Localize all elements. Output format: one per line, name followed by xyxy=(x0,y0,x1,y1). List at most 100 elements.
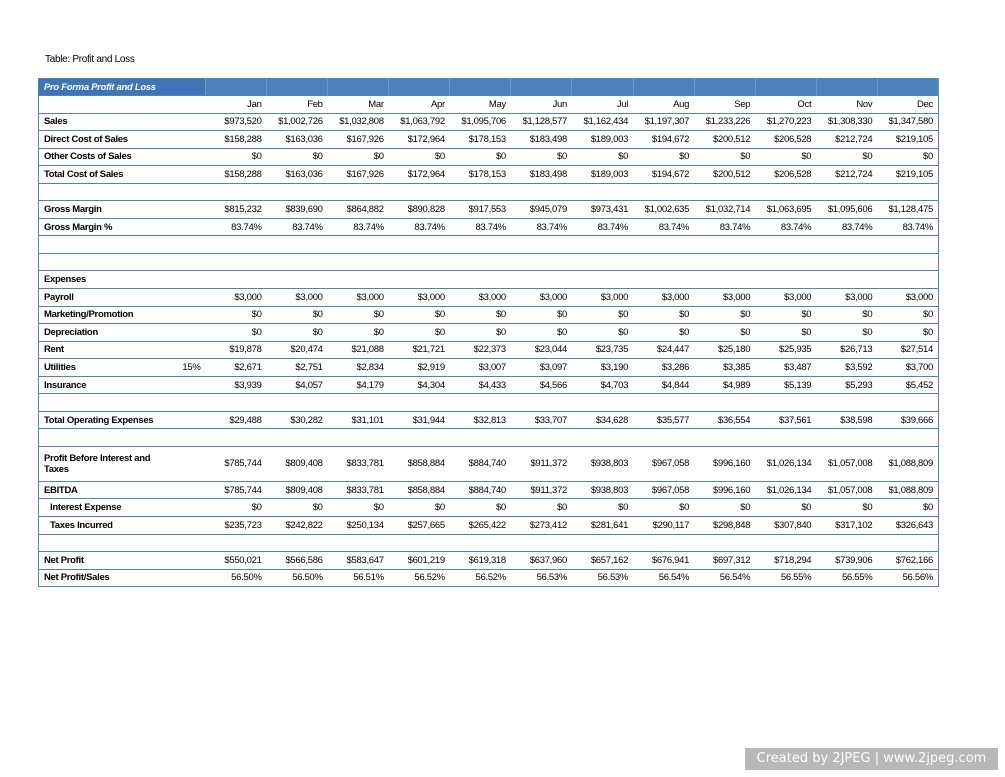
blank-cell xyxy=(168,551,206,570)
value-cell: $167,926 xyxy=(327,165,389,184)
value-cell: $0 xyxy=(266,306,328,325)
data-row: Gross Margin % 83.74% 83.74% 83.74% 83.74% 83… xyxy=(38,218,939,237)
rate-cell: 15% xyxy=(168,358,206,377)
value-cell: $189,003 xyxy=(571,130,634,149)
blank-cell xyxy=(38,428,939,447)
value-cell: $911,372 xyxy=(510,446,572,482)
row-label: Other Costs of Sales xyxy=(38,148,169,167)
blank-cell xyxy=(168,341,206,360)
value-cell: $1,095,606 xyxy=(816,200,878,219)
value-cell: $3,000 xyxy=(633,288,695,307)
table-title: Pro Forma Profit and Loss xyxy=(38,78,207,96)
header-cell xyxy=(571,78,634,96)
value-cell: $967,058 xyxy=(633,446,695,482)
blank-cell xyxy=(168,411,206,430)
value-cell: $566,586 xyxy=(266,551,328,570)
spacer-row xyxy=(38,253,939,272)
value-cell: $3,700 xyxy=(877,358,939,377)
value-cell: $0 xyxy=(388,306,450,325)
column-header: Jan xyxy=(205,95,267,114)
value-cell: $0 xyxy=(449,323,511,342)
value-cell: $34,628 xyxy=(571,411,634,430)
value-cell: $0 xyxy=(755,498,817,518)
value-cell: $583,647 xyxy=(327,551,389,570)
spacer-row xyxy=(38,183,939,202)
value-cell: $3,000 xyxy=(816,288,878,307)
blank-cell xyxy=(168,569,206,588)
column-header: Oct xyxy=(755,95,817,114)
value-cell: $550,021 xyxy=(205,551,267,570)
value-cell: $1,057,008 xyxy=(816,481,878,500)
data-row: Interest Expense $0 $0 $0 $0 $0 $0 $0 $0 $0 $0 $0 $0 xyxy=(38,498,939,518)
column-header: Feb xyxy=(266,95,328,114)
value-cell: 56.53% xyxy=(510,569,572,588)
data-row: Depreciation $0 $0 $0 $0 $0 $0 $0 $0 $0 $0 $0 $0 xyxy=(38,323,939,342)
value-cell: $3,286 xyxy=(633,358,695,377)
data-row: Total Cost of Sales $158,288 $163,036 $167,… xyxy=(38,165,939,184)
value-cell: $35,577 xyxy=(633,411,695,430)
blank-cell xyxy=(633,270,695,290)
value-cell: $833,781 xyxy=(327,446,389,482)
value-cell: $0 xyxy=(266,498,328,518)
value-cell: 56.52% xyxy=(449,569,511,588)
row-label: EBITDA xyxy=(38,481,169,500)
header-row: Pro Forma Profit and Loss xyxy=(38,78,940,96)
value-cell: $1,088,809 xyxy=(877,446,939,482)
value-cell: 83.74% xyxy=(510,218,572,237)
value-cell: $0 xyxy=(449,498,511,518)
blank-cell xyxy=(38,95,206,114)
data-row: Utilities 15% $2,671 $2,751 $2,834 $2,919 $3,0… xyxy=(38,358,939,377)
value-cell: 56.54% xyxy=(694,569,756,588)
value-cell: $0 xyxy=(388,148,450,167)
value-cell: $858,884 xyxy=(388,481,450,500)
value-cell: $273,412 xyxy=(510,516,572,535)
value-cell: $967,058 xyxy=(633,481,695,500)
blank-cell xyxy=(816,270,878,290)
value-cell: $0 xyxy=(755,323,817,342)
value-cell: $1,026,134 xyxy=(755,446,817,482)
row-label: Gross Margin xyxy=(38,200,169,219)
value-cell: $858,884 xyxy=(388,446,450,482)
row-label: Sales xyxy=(38,113,169,132)
header-cell xyxy=(877,78,940,96)
column-header: Mar xyxy=(327,95,389,114)
row-label: Interest Expense xyxy=(38,498,169,518)
value-cell: $281,641 xyxy=(571,516,634,535)
value-cell: $21,721 xyxy=(388,341,450,360)
blank-cell xyxy=(327,270,389,290)
value-cell: $3,000 xyxy=(388,288,450,307)
value-cell: $1,162,434 xyxy=(571,113,634,132)
value-cell: $0 xyxy=(388,498,450,518)
column-header: May xyxy=(449,95,511,114)
value-cell: $0 xyxy=(205,498,267,518)
value-cell: $0 xyxy=(327,498,389,518)
value-cell: $0 xyxy=(633,498,695,518)
spacer-row xyxy=(38,393,939,412)
value-cell: $31,944 xyxy=(388,411,450,430)
header-cell xyxy=(327,78,390,96)
value-cell: $307,840 xyxy=(755,516,817,535)
row-label: Marketing/Promotion xyxy=(38,306,169,325)
column-header-row: Jan Feb Mar Apr May Jun Jul Aug Sep Oct Nov Dec xyxy=(38,95,939,114)
value-cell: $0 xyxy=(388,323,450,342)
header-cell xyxy=(449,78,512,96)
value-cell: $183,498 xyxy=(510,130,572,149)
value-cell: $0 xyxy=(694,306,756,325)
value-cell: $1,128,475 xyxy=(877,200,939,219)
value-cell: $317,102 xyxy=(816,516,878,535)
value-cell: $0 xyxy=(816,498,878,518)
value-cell: $0 xyxy=(205,306,267,325)
blank-cell xyxy=(266,270,328,290)
value-cell: 56.56% xyxy=(877,569,939,588)
value-cell: $212,724 xyxy=(816,165,878,184)
value-cell: $0 xyxy=(694,148,756,167)
value-cell: $4,989 xyxy=(694,376,756,395)
blank-cell xyxy=(168,113,206,132)
value-cell: $0 xyxy=(205,148,267,167)
value-cell: $1,197,307 xyxy=(633,113,695,132)
value-cell: $0 xyxy=(816,306,878,325)
value-cell: $219,105 xyxy=(877,165,939,184)
value-cell: $3,939 xyxy=(205,376,267,395)
value-cell: $206,528 xyxy=(755,130,817,149)
value-cell: 56.52% xyxy=(388,569,450,588)
